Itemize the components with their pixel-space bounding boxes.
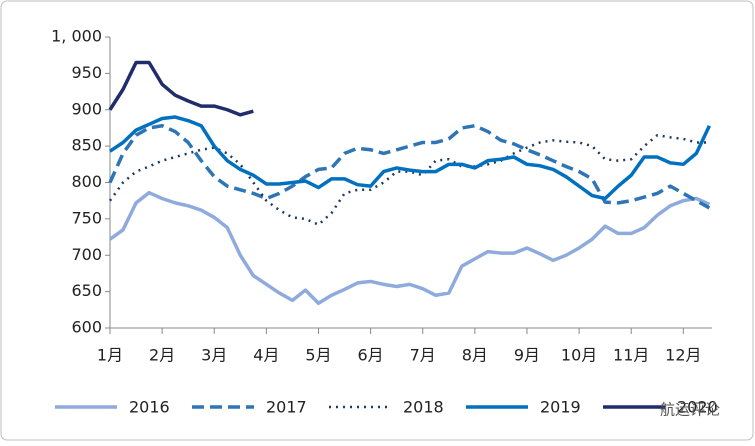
- x-tick-label: 5月: [305, 346, 331, 365]
- y-tick-label: 800: [71, 172, 102, 191]
- x-tick-label: 7月: [410, 346, 436, 365]
- x-tick-label: 12月: [665, 346, 701, 365]
- y-tick-label: 950: [71, 63, 102, 82]
- legend-label: 2020: [677, 398, 718, 417]
- x-tick-label: 4月: [253, 346, 279, 365]
- x-tick-label: 3月: [201, 346, 227, 365]
- legend-label: 2018: [403, 398, 444, 417]
- y-tick-label: 700: [71, 245, 102, 264]
- y-tick-label: 1, 000: [51, 27, 102, 46]
- y-tick-label: 750: [71, 208, 102, 227]
- series-line: [108, 124, 711, 210]
- x-tick-label: 11月: [613, 346, 649, 365]
- series-line: [108, 190, 711, 306]
- series-line: [109, 115, 711, 201]
- watermark: 航运评论: [660, 401, 720, 419]
- series-line: [108, 60, 254, 117]
- x-tick-label: 10月: [561, 346, 597, 365]
- legend-label: 2017: [266, 398, 307, 417]
- legend-label: 2016: [129, 398, 170, 417]
- y-tick-label: 900: [71, 99, 102, 118]
- x-tick-label: 9月: [514, 346, 540, 365]
- x-tick-label: 8月: [462, 346, 488, 365]
- x-tick-label: 6月: [358, 346, 384, 365]
- legend-label: 2019: [540, 398, 581, 417]
- series-line: [108, 133, 710, 226]
- y-tick-label: 850: [71, 136, 102, 155]
- y-tick-label: 600: [71, 318, 102, 337]
- x-tick-label: 1月: [97, 346, 123, 365]
- x-tick-label: 2月: [149, 346, 175, 365]
- y-tick-label: 650: [71, 281, 102, 300]
